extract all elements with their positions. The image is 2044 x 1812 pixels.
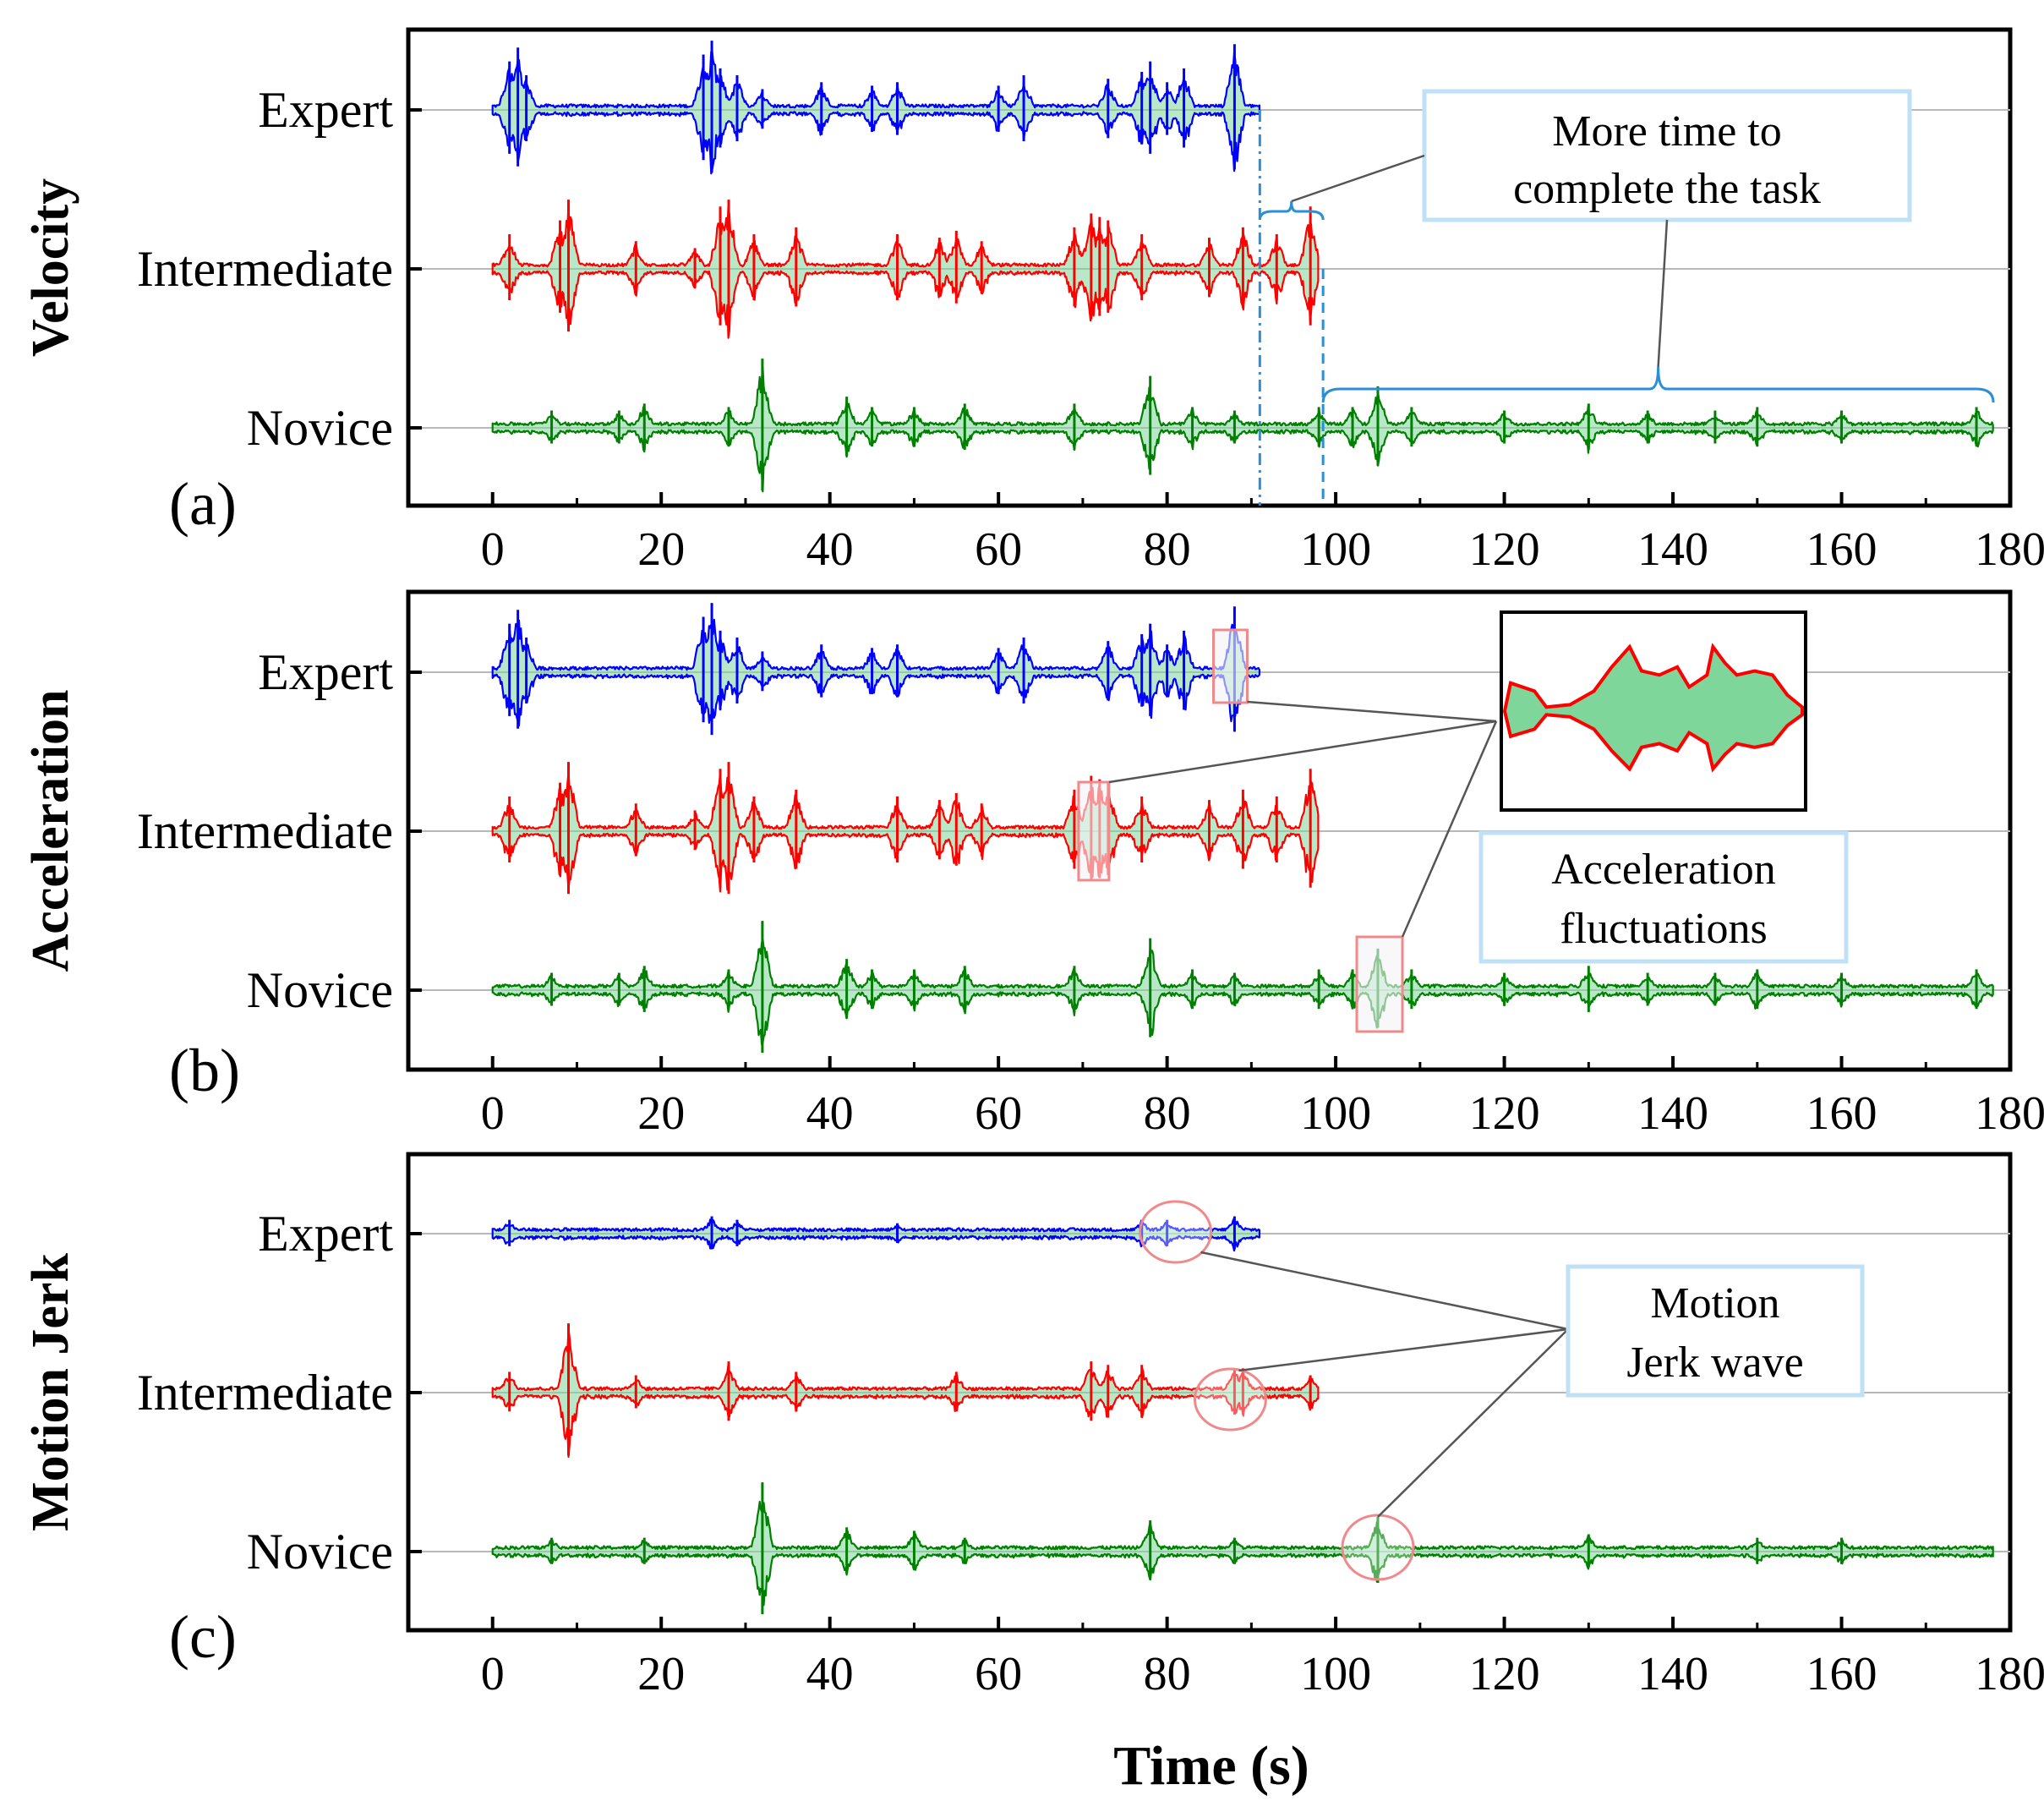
x-tick-label: 120 [1469,1087,1540,1140]
long-brace [1321,366,1995,403]
series-novice-wave [491,938,1994,1046]
panel-velocity: Velocity (a) 0 20 40 60 80 100 120 140 160 180 Exper… [22,27,2044,576]
callout-line-1: Acceleration [1551,846,1776,894]
callout-box [1422,89,1912,222]
x-tick-label: 0 [481,523,505,576]
x-tick-label: 0 [481,1087,505,1140]
inset-leader [1401,720,1498,938]
series-intermediate-wave [491,1328,1320,1459]
row-label: Novice [247,400,393,456]
row-label: Intermediate [137,241,393,297]
zoom-waveform [1502,643,1804,773]
row-label: Intermediate [137,1365,393,1421]
x-tick-label: 140 [1637,1648,1708,1700]
panel-tag: (c) [169,1603,237,1671]
series-novice-wave [491,1500,1994,1607]
callout-line-2: Jerk wave [1626,1338,1803,1387]
highlight-rect [1077,780,1111,882]
x-tick-label: 60 [975,1648,1022,1700]
x-tick-label: 80 [1144,523,1191,576]
x-tick-label: 20 [637,1648,685,1700]
callout-box [1566,1264,1865,1398]
x-tick-label: 20 [637,1087,685,1140]
series-expert-wave [491,1217,1260,1252]
row-label: Expert [258,1206,393,1262]
x-tick-label: 40 [806,1648,854,1700]
x-tick-label: 100 [1300,523,1371,576]
row-label: Intermediate [137,803,393,859]
callout-line-2: complete the task [1513,165,1821,213]
x-tick-label: 60 [975,523,1022,576]
callout-box [1478,830,1849,964]
row-label: Expert [258,82,393,138]
row-label: Novice [247,1524,393,1579]
inset-leader [1247,700,1497,723]
series-intermediate-wave [491,204,1320,339]
x-tick-label: 120 [1469,523,1540,576]
highlight-rect [1355,935,1404,1033]
panel-motion-jerk: Motion Jerk (c) 0 20 40 60 80 100 120 140 160 180 Ex… [22,1152,2044,1700]
series-expert-wave [491,50,1260,175]
panel-y-label: Velocity [22,178,79,357]
highlight-ellipse [1193,1367,1267,1432]
x-tick-label: 60 [975,1087,1022,1140]
panel-tag: (b) [169,1037,240,1104]
callout-line-1: Motion [1650,1279,1779,1328]
x-tick-label: 100 [1300,1648,1371,1700]
row-label: Expert [258,644,393,700]
x-tick-label: 160 [1806,523,1877,576]
x-tick-label: 40 [806,523,854,576]
x-tick-label: 160 [1806,1087,1877,1140]
x-tick-label: 180 [1975,1087,2044,1140]
callout-leader [1200,1251,1569,1331]
callout-line-1: More time to [1552,107,1782,156]
x-tick-label: 120 [1469,1648,1540,1700]
panel-tag: (a) [169,470,237,538]
callout-leader [1291,154,1425,203]
panel-y-label: Acceleration [22,690,79,972]
series-intermediate-wave [491,771,1320,893]
panel-y-label: Motion Jerk [22,1253,79,1531]
x-axis-label: Time (s) [1113,1735,1309,1797]
x-tick-label: 80 [1144,1648,1191,1700]
x-tick-label: 140 [1637,523,1708,576]
x-tick-label: 180 [1975,1648,2044,1700]
row-label: Novice [247,962,393,1018]
series-novice-wave [491,365,1994,493]
x-tick-label: 100 [1300,1087,1371,1140]
x-tick-label: 160 [1806,1648,1877,1700]
highlight-rect [1211,628,1249,704]
series-expert-wave [491,618,1260,727]
x-tick-label: 20 [637,523,685,576]
x-tick-label: 40 [806,1087,854,1140]
x-tick-label: 0 [481,1648,505,1700]
small-brace [1258,200,1325,221]
highlight-ellipse [1341,1514,1415,1581]
callout-leader [1377,1328,1569,1518]
x-tick-label: 80 [1144,1087,1191,1140]
callout-leader [1657,219,1669,368]
highlight-ellipse [1139,1200,1213,1264]
callout-leader [1238,1328,1569,1372]
x-tick-label: 180 [1975,523,2044,576]
inset-leader [1108,720,1497,784]
x-tick-label: 140 [1637,1087,1708,1140]
panel-acceleration: Acceleration (b) 0 20 40 60 80 100 120 140 160 180 E… [22,589,2044,1140]
callout-line-2: fluctuations [1560,905,1768,953]
